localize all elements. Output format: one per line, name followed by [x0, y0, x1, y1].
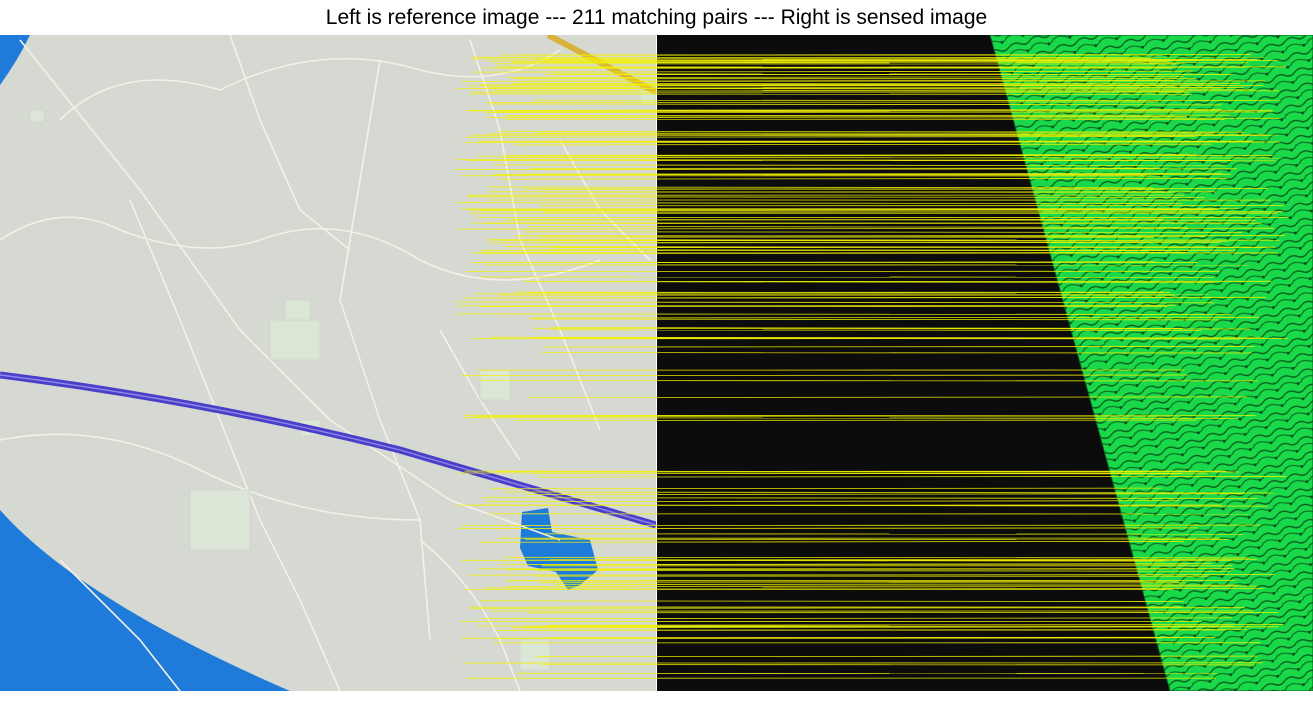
match-line — [506, 580, 1179, 583]
match-line — [513, 143, 1212, 146]
match-line — [522, 188, 1164, 190]
match-line — [481, 497, 1258, 499]
match-line — [532, 316, 1259, 319]
match-line — [456, 527, 1198, 529]
match-line — [486, 101, 1159, 103]
match-line — [551, 327, 1183, 329]
match-line — [540, 59, 1278, 61]
match-line — [505, 154, 1197, 156]
match-line — [501, 157, 1283, 159]
match-line — [456, 301, 1215, 304]
match-line — [486, 133, 1267, 136]
match-line — [468, 574, 1276, 576]
match-line — [536, 570, 1231, 572]
match-line — [479, 600, 1184, 602]
match-line — [461, 374, 1189, 377]
match-line — [496, 470, 1226, 473]
match-line — [528, 226, 1188, 228]
match-lines — [455, 54, 1289, 679]
match-line — [532, 472, 1208, 475]
match-line — [484, 500, 1179, 503]
match-line — [482, 617, 1233, 619]
match-line — [469, 208, 1154, 211]
match-line — [484, 587, 1264, 589]
match-line — [465, 109, 1273, 112]
match-line — [456, 159, 1232, 161]
match-line — [536, 87, 1244, 89]
reference-map-background — [0, 35, 656, 691]
match-line — [511, 626, 1278, 629]
match-line — [506, 115, 1187, 117]
match-line — [472, 58, 1258, 60]
match-line — [470, 607, 1245, 609]
match-line — [528, 318, 1219, 321]
match-line — [553, 584, 1239, 586]
match-line — [457, 227, 1275, 230]
match-line — [520, 154, 1273, 157]
match-line — [486, 186, 1154, 189]
match-line — [526, 493, 1245, 496]
reference-image-panel — [0, 35, 656, 691]
match-line — [499, 177, 1227, 180]
water-body-top-left — [0, 35, 30, 85]
match-line — [483, 296, 1166, 299]
match-line — [455, 202, 1182, 205]
match-line — [518, 235, 1206, 237]
match-line — [480, 209, 1213, 212]
match-line — [515, 61, 1170, 63]
match-line — [541, 563, 1212, 565]
terrain-raster — [990, 35, 1313, 691]
match-line — [473, 70, 1193, 73]
match-line — [492, 164, 1226, 167]
match-line — [503, 491, 1276, 494]
match-line — [455, 313, 1231, 315]
match-line — [488, 103, 1222, 106]
match-line — [504, 556, 1249, 559]
match-line — [486, 117, 1280, 119]
match-line — [512, 219, 1256, 221]
match-line — [461, 637, 1216, 639]
match-line — [520, 173, 1223, 175]
match-line — [496, 637, 1163, 639]
match-line — [461, 80, 1265, 82]
match-line — [479, 541, 1185, 543]
match-line — [543, 66, 1169, 69]
match-line — [460, 524, 1261, 526]
match-line — [482, 252, 1278, 254]
match-line — [463, 417, 1239, 419]
match-line — [506, 568, 1161, 571]
match-line — [547, 249, 1207, 251]
match-line — [535, 655, 1258, 658]
match-line — [461, 559, 1165, 562]
match-line — [548, 62, 1185, 64]
match-line — [533, 327, 1250, 330]
match-line — [500, 239, 1228, 242]
match-line — [492, 90, 1280, 92]
match-line — [506, 76, 1184, 78]
match-line — [528, 396, 1247, 399]
river-water — [0, 510, 290, 691]
match-line — [491, 173, 1231, 176]
match-line — [546, 624, 1285, 626]
match-line — [524, 231, 1243, 233]
match-line — [467, 196, 1205, 198]
match-line — [470, 109, 1222, 111]
match-line — [455, 168, 1237, 171]
match-line — [552, 329, 1202, 331]
match-line — [498, 130, 1244, 133]
match-line — [542, 346, 1255, 348]
match-line — [466, 136, 1196, 138]
figure-title: Left is reference image --- 211 matching… — [325, 6, 988, 29]
match-line — [538, 475, 1287, 478]
match-line — [550, 559, 1232, 561]
match-line — [490, 487, 1162, 490]
